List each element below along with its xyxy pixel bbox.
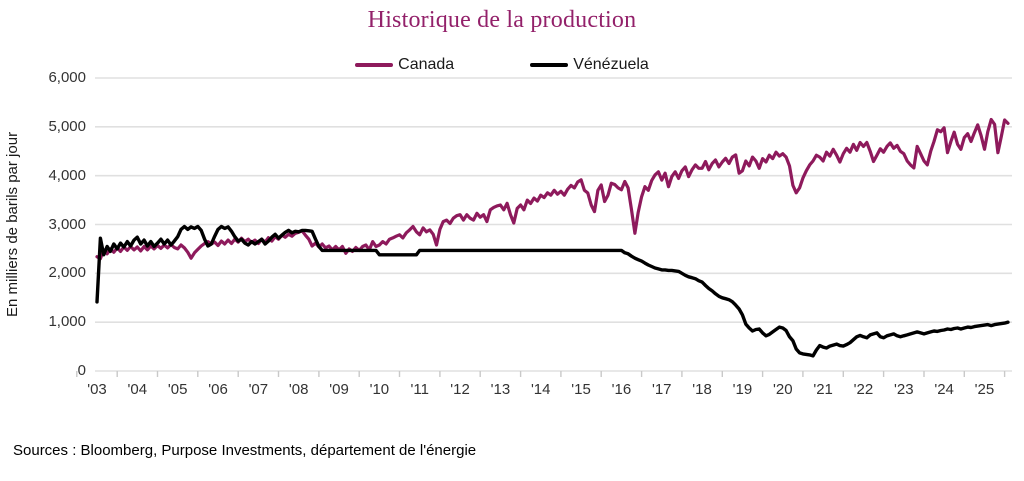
y-tick-label: 0 [77,362,86,379]
y-tick-label: 2,000 [48,264,86,282]
x-tick-label: '09 [329,381,349,398]
chart-legend: Canada Vénézuela [0,56,1004,74]
source-note: Sources : Bloomberg, Purpose Investments… [13,442,477,459]
y-tick-label: 5,000 [48,117,86,135]
legend-item-canada: Canada [355,56,454,74]
x-tick-label: '10 [369,381,390,398]
y-tick-label: 4,000 [48,166,86,184]
y-tick-label: 6,000 [48,69,86,86]
x-tick-label: '14 [530,381,551,398]
y-tick-label: 1,000 [48,313,86,331]
x-tick-label: '24 [934,381,954,398]
x-tick-label: '07 [248,381,269,398]
chart-title: Historique de la production [367,7,637,33]
x-tick-label: '04 [127,381,148,398]
legend-item-venezuela: Vénézuela [530,56,649,74]
x-tick-label: '12 [450,381,470,398]
x-tick-label: '15 [571,381,591,398]
x-tick-label: '17 [651,381,672,398]
series-line-vénézuela [95,224,1010,358]
x-tick-label: '19 [732,381,753,398]
venezuela-line-swatch [530,63,569,67]
x-tick-label: '16 [611,381,632,398]
x-tick-label: '22 [853,381,874,398]
x-tick-label: '23 [894,381,914,398]
x-tick-label: '25 [974,381,995,398]
x-tick-label: '21 [813,381,833,398]
x-tick-label: '11 [410,381,429,398]
series-line-canada [95,117,1010,261]
x-tick-label: '20 [772,381,793,398]
canada-line-swatch [355,63,394,67]
x-tick-label: '05 [167,381,188,398]
x-tick-label: '13 [490,381,511,398]
legend-label-canada: Canada [398,56,455,73]
x-tick-label: '06 [208,381,228,398]
y-tick-label: 3,000 [48,215,86,233]
x-tick-label: '03 [87,381,107,398]
x-tick-label: '08 [288,381,309,398]
legend-label-venezuela: Vénézuela [573,56,649,73]
x-tick-label: '18 [692,381,712,398]
